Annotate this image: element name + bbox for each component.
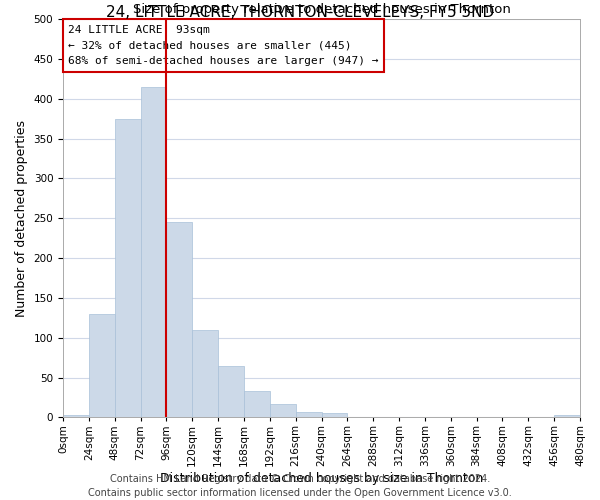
Bar bbox=[270, 404, 296, 417]
Bar bbox=[296, 412, 322, 418]
Text: 24, LITTLE ACRE, THORNTON-CLEVELEYS, FY5 5ND: 24, LITTLE ACRE, THORNTON-CLEVELEYS, FY5… bbox=[106, 5, 494, 20]
Y-axis label: Number of detached properties: Number of detached properties bbox=[15, 120, 28, 316]
Bar bbox=[166, 222, 192, 418]
Bar bbox=[554, 415, 580, 418]
Bar bbox=[140, 86, 166, 417]
Text: Contains HM Land Registry data © Crown copyright and database right 2024.
Contai: Contains HM Land Registry data © Crown c… bbox=[88, 474, 512, 498]
Bar bbox=[244, 391, 270, 417]
Bar bbox=[115, 118, 140, 418]
X-axis label: Distribution of detached houses by size in Thornton: Distribution of detached houses by size … bbox=[160, 472, 483, 485]
Bar bbox=[192, 330, 218, 418]
Text: 24 LITTLE ACRE: 93sqm
← 32% of detached houses are smaller (445)
68% of semi-det: 24 LITTLE ACRE: 93sqm ← 32% of detached … bbox=[68, 25, 379, 66]
Bar bbox=[63, 415, 89, 418]
Bar bbox=[218, 366, 244, 418]
Bar bbox=[89, 314, 115, 418]
Bar bbox=[322, 414, 347, 418]
Title: Size of property relative to detached houses in Thornton: Size of property relative to detached ho… bbox=[133, 4, 511, 16]
